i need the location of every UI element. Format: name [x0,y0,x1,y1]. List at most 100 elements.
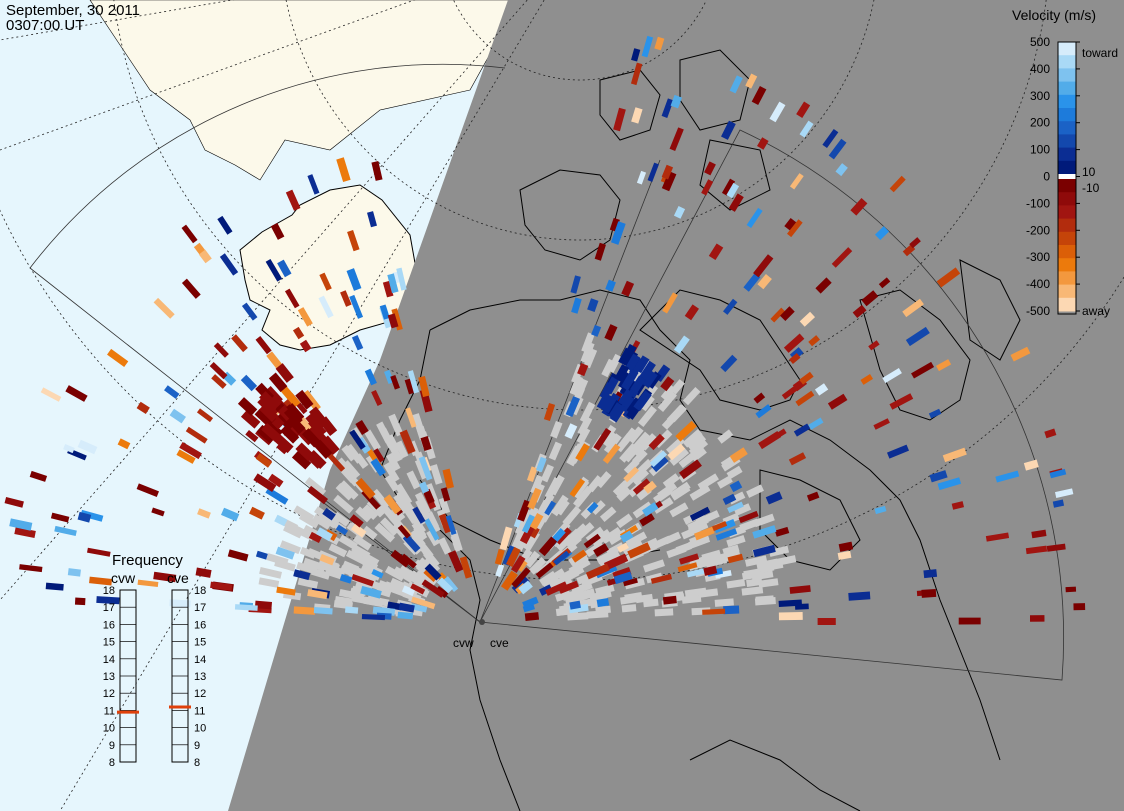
velocity-cell [321,435,340,456]
velocity-cell [399,429,416,455]
velocity-cell [766,428,787,444]
frequency-scale-label: 15 [194,637,206,649]
velocity-cell [610,221,626,245]
velocity-cell [828,138,847,160]
land-siberia [89,0,521,181]
velocity-cell [379,304,390,320]
velocity-cell [614,364,630,382]
velocity-cell [902,298,924,318]
ground-scatter-cell [374,522,396,543]
velocity-cell [351,335,364,351]
velocity-cell [603,553,629,571]
velocity-cell [746,207,763,229]
ground-scatter-cell [612,480,630,497]
velocity-cell [371,161,383,181]
velocity-cell [814,383,829,396]
velocity-cell [601,395,617,414]
ground-scatter-cell [756,558,779,570]
ground-scatter-cell [380,517,399,537]
ground-scatter-cell [598,551,622,568]
ground-scatter-cell [293,505,315,522]
velocity-cell [284,288,300,309]
velocity-cell [795,390,815,407]
velocity-cell [412,506,426,524]
velocity-cell [401,585,416,597]
ground-scatter-cell [722,544,740,556]
velocity-cell [275,546,295,560]
frequency-scale-label: 10 [194,723,206,735]
ground-scatter-cell [528,557,547,575]
velocity-cell [77,511,92,523]
velocity-cell [868,340,880,351]
velocity-cells [4,35,1086,626]
velocity-cell [411,596,436,610]
date-label: September, 30 2011 [6,2,140,19]
velocity-cell [738,510,759,524]
ground-scatter-cell [390,585,410,598]
ground-scatter-cell [640,394,655,412]
velocity-cell [176,449,196,464]
velocity-cell [951,501,965,510]
velocity-cell [387,601,403,611]
ground-scatter-cell [371,488,390,510]
ground-scatter-cell [687,433,707,452]
velocity-cell [793,423,811,437]
velocity-cell [371,389,383,406]
velocity-cell [274,434,294,454]
velocity-cell [307,589,328,600]
velocity-cell [255,550,268,560]
velocity-cell [642,502,659,517]
velocity-cell [387,313,399,329]
velocity-cell [29,470,48,482]
velocity-cell [617,542,629,553]
ground-scatter-cell [338,480,359,500]
velocity-cell [502,545,516,566]
velocity-cell [613,571,633,585]
velocity-cell [838,541,854,552]
ground-scatter-cell [689,484,711,501]
velocity-cell [538,536,558,557]
ground-scatter-cell [589,589,612,602]
velocity-cell [495,563,505,578]
velocity-cell [565,396,580,418]
frequency-scale-label: 16 [194,619,206,631]
ground-scatter-cell [695,514,712,527]
velocity-cell [630,62,643,86]
ground-scatter-cell [625,531,648,548]
velocity-cell [769,101,786,123]
velocity-cell [153,571,177,583]
ground-scatter-cell [726,535,746,548]
ground-scatter-cell [387,440,403,463]
near-zero-pos: 10 [1082,165,1096,179]
velocity-cell [648,433,665,451]
velocity-cell [848,591,871,601]
ground-scatter-cell [688,535,711,549]
velocity-cell [397,524,411,539]
velocity-cell [45,582,64,591]
ground-scatter-cell [304,477,327,497]
velocity-cell [757,274,772,290]
ground-scatter-cell [632,501,653,519]
velocity-cell [575,443,590,462]
velocity-cell [1049,468,1067,479]
velocity-cell [642,370,658,389]
velocity-cell [937,477,962,491]
velocity-cell [752,544,776,558]
velocity-cell [789,353,801,365]
ground-scatter-cell [744,555,768,567]
frequency-scale-label: 16 [103,619,115,631]
velocity-cell [522,603,535,613]
velocity-cell [886,444,909,459]
velocity-cell [995,470,1020,483]
ground-scatter-cell [430,464,443,485]
ground-scatter-cell [620,595,638,605]
velocity-cell [594,242,606,261]
velocity-cell [151,507,165,517]
velocity-cell [340,290,352,307]
velocity-cell [929,470,948,483]
ground-scatter-cell [549,474,565,496]
velocity-cell [231,334,248,353]
velocity-cell [527,487,542,510]
velocity-cell [50,512,70,523]
velocity-cell [259,403,279,423]
